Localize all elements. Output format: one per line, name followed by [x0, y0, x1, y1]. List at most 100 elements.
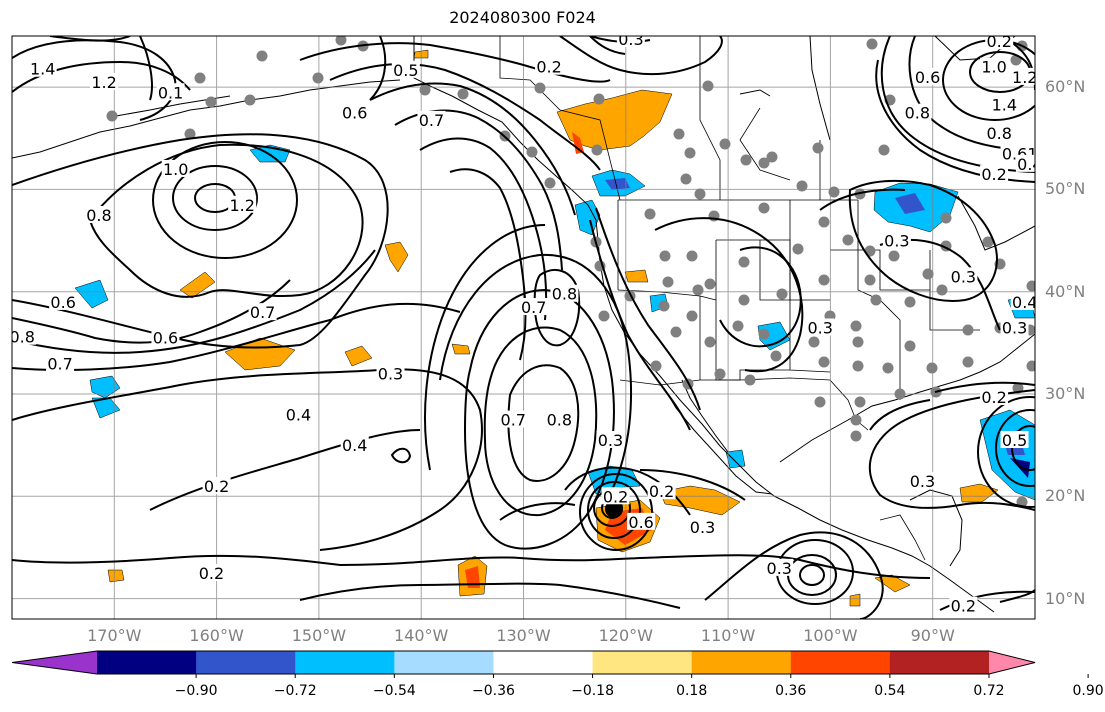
colorbar-segment	[691, 651, 792, 674]
contour-label: 0.3	[767, 559, 792, 578]
contour-label: 0.6	[50, 293, 75, 312]
contour-label: 0.8	[547, 411, 572, 430]
contour-label: 1.0	[1027, 145, 1052, 164]
colorbar-outline	[11, 650, 1036, 675]
contour-label: 0.7	[419, 111, 444, 130]
contour-label-bg	[161, 159, 190, 177]
contour-label: 0.7	[501, 411, 526, 430]
contour-label: 0.3	[1002, 319, 1027, 338]
contour-label-bg	[1015, 154, 1035, 172]
colorbar-tick-label: 0.90	[1072, 683, 1104, 699]
contour-label-bg	[596, 431, 625, 449]
contour-label: 0.6	[915, 68, 940, 87]
contour-label: 0.8	[86, 206, 111, 225]
contour-label-bg	[1026, 144, 1035, 162]
contour-label: 0.4	[1017, 155, 1042, 174]
contour-label-bg	[601, 487, 630, 505]
colorbar-tick-label: 0.54	[874, 683, 906, 699]
contour-label: 0.3	[951, 267, 976, 286]
contour-label: 0.3	[598, 431, 623, 450]
contour-label: 1.4	[992, 96, 1017, 115]
contour-label-bg	[90, 73, 119, 91]
contour-label-bg	[151, 328, 180, 346]
contour-label-bg	[980, 388, 1009, 406]
contour-label-bg	[417, 110, 446, 128]
contour-label-bg	[949, 596, 978, 614]
contour-label: 0.2	[981, 165, 1006, 184]
colorbar-tick-label: 0.18	[676, 683, 708, 699]
contour-label: 0.2	[204, 477, 229, 496]
contour-label-bg	[1000, 431, 1029, 449]
contour-label: 1.2	[91, 73, 116, 92]
longitude-tick-label: 140°W	[394, 626, 449, 645]
longitude-tick-label: 120°W	[598, 626, 653, 645]
contour-label: 0.3	[690, 518, 715, 537]
contour-label: 1.2	[229, 196, 254, 215]
colorbar-tick-label: 0.72	[973, 683, 1005, 699]
contour-label-bg	[340, 103, 369, 121]
contour-label-bg	[49, 292, 78, 310]
colorbar-tick-label: −0.18	[571, 683, 614, 699]
contour-label: 0.3	[910, 472, 935, 491]
colorbar-segment	[196, 651, 296, 674]
contour-label: 0.1	[158, 83, 183, 102]
contour-label-bg	[985, 124, 1014, 142]
contour-label-bg	[882, 231, 911, 249]
contour-label: 0.3	[378, 365, 403, 384]
colorbar	[11, 650, 1089, 678]
contour-label: 0.8	[552, 285, 577, 304]
contour-label-bg	[248, 303, 277, 321]
colorbar-segment	[889, 651, 990, 674]
latitude-tick-label: 50°N	[1045, 179, 1086, 199]
contour-label-bg	[1000, 318, 1029, 336]
colorbar-segment	[790, 651, 891, 674]
contour-label: 0.5	[393, 61, 418, 80]
contour-label-bg	[949, 267, 978, 285]
latitude-tick-label: 10°N	[1045, 588, 1086, 608]
longitude-tick-label: 160°W	[189, 626, 244, 645]
contour-label-bg	[12, 327, 37, 345]
longitude-tick-label: 90°W	[910, 626, 955, 645]
latitude-tick-label: 40°N	[1045, 281, 1086, 301]
colorbar-tick-label: −0.36	[471, 683, 515, 699]
contour-label-bg	[376, 364, 405, 382]
contour-label: 0.6	[628, 513, 653, 532]
contour-label: 0.7	[521, 298, 546, 317]
contour-label: 0.3	[884, 232, 909, 251]
contour-label-bg	[284, 405, 313, 423]
longitude-tick-label: 100°W	[803, 626, 858, 645]
storm-center-marker	[605, 500, 623, 518]
contour-label-bg	[156, 83, 185, 101]
contour-label-bg	[908, 471, 937, 489]
contour-label-bg	[545, 410, 574, 428]
map-panel: 1.4 1.2 0.1 0.5 0.6 0.7 0.2 0.3 1.0 1.2 0.8 0.6 0.8 0…	[12, 30, 1052, 619]
contour-label-bg	[519, 298, 548, 316]
colorbar-segment	[97, 651, 197, 674]
map-frame	[11, 35, 1036, 620]
contour-label-bg	[765, 558, 794, 576]
longitude-tick-label: 110°W	[700, 626, 756, 645]
grid-lines	[12, 36, 1035, 619]
contour-label: 0.6	[153, 329, 178, 348]
contour-label-bg	[627, 512, 656, 530]
contour-label: 0.8	[986, 124, 1011, 143]
colorbar-tick-label: −0.90	[174, 683, 218, 699]
contour-label: 1.0	[163, 160, 188, 179]
longitude-tick-label: 170°W	[87, 626, 142, 645]
contour-label-bg	[202, 477, 231, 495]
contour-label: 1.0	[981, 58, 1006, 77]
contour-label: 1.2	[1012, 68, 1037, 87]
contour-label-bg	[913, 67, 942, 85]
contour-label: 0.2	[981, 388, 1006, 407]
contour-label-bg	[616, 36, 645, 48]
contour-label: 0.6	[342, 104, 367, 123]
contour-label: 0.4	[1012, 293, 1037, 312]
contour-label-bg	[550, 284, 579, 302]
longitude-tick-label: 130°W	[496, 626, 551, 645]
contour-label-bg	[990, 95, 1019, 113]
contour-label-layer: 1.4 1.2 0.1 0.5 0.6 0.7 0.2 0.3 1.0 1.2 0.8 0.6 0.8 0…	[12, 30, 1052, 616]
contour-label-bg	[46, 354, 75, 372]
contour-label-bg	[1010, 67, 1035, 85]
contour-label: 0.3	[618, 30, 643, 49]
